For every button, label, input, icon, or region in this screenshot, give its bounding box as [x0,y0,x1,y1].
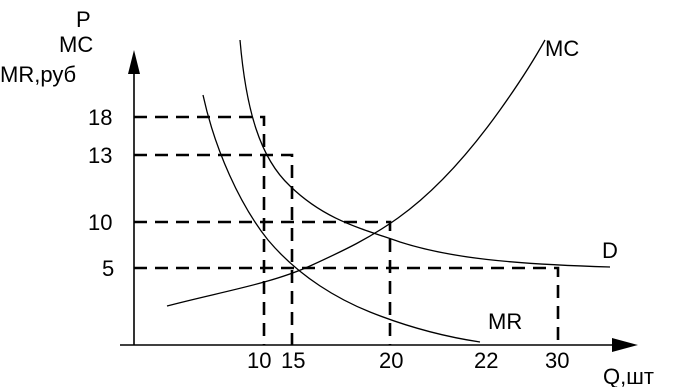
y-axis-arrowhead [128,50,140,74]
y-label-line-3: MR,руб [0,62,76,87]
x-tick-20: 20 [379,348,403,373]
mc-curve-label: MC [545,36,579,61]
d-curve-label: D [602,238,618,263]
guide-18-10 [134,115,266,345]
guide-13-15 [134,153,294,345]
x-tick-30: 30 [545,348,569,373]
guide-5-30 [134,266,560,345]
y-label-line-1: P [76,7,91,32]
y-tick-10: 10 [88,210,112,235]
y-tick-18: 18 [88,105,112,130]
y-tick-13: 13 [88,143,112,168]
demand-curve [239,39,611,268]
y-tick-5: 5 [102,256,114,281]
x-tick-10: 10 [247,348,271,373]
y-label-line-2: MC [59,32,93,57]
x-axis-arrowhead [612,338,638,352]
guide-10-20 [134,220,392,345]
x-tick-15: 15 [281,348,305,373]
x-tick-22: 22 [474,348,498,373]
marginal-revenue-curve [202,94,481,343]
marginal-cost-curve [166,39,546,307]
mr-curve-label: MR [488,309,522,334]
x-axis-label: Q,шт [603,364,654,387]
